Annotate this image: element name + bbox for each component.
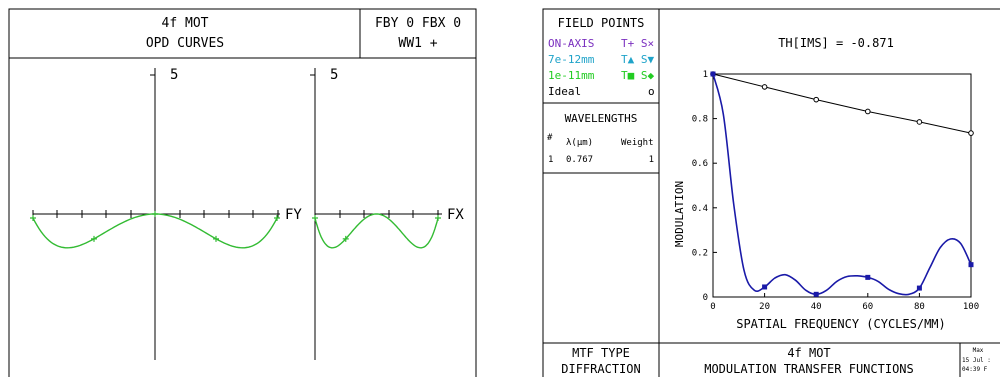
on-axis-line: [712, 73, 972, 296]
ideal-point: [916, 119, 923, 125]
opd-marker-plus: [91, 235, 97, 242]
y-tick-label: 0: [703, 293, 708, 303]
opd-fx-markers: [312, 214, 441, 242]
field-point-name: ON-AXIS: [548, 37, 594, 50]
mtf-frame: [542, 8, 1000, 377]
field-point-row-7e-12mm: 7e-12mm T▲ S▼: [548, 53, 654, 66]
ideal-point: [865, 108, 871, 115]
mtf-type-line1: MTF TYPE: [572, 346, 630, 360]
opd-marker-plus: [30, 214, 36, 221]
mtf-footer-title-line1: 4f MOT: [787, 346, 830, 360]
opd-marker-plus: [342, 235, 349, 242]
mtf-type-line2: DIFFRACTION: [561, 362, 640, 376]
chart-title: TH[IMS] = -0.871: [778, 36, 894, 50]
opd-fy-axis-label: FY: [285, 207, 302, 223]
wavelengths-title: WAVELENGTHS: [565, 112, 638, 125]
opd-fx-axis-label: FX: [447, 207, 464, 223]
corner-line2: 15 Jul :: [962, 357, 991, 364]
opd-fx-curve: [314, 213, 439, 249]
ideal-line: [712, 73, 972, 134]
opd-fy-scale-label: 5: [170, 67, 178, 83]
mtf-series-group: [710, 71, 974, 297]
opd-title-line1: 4f MOT: [162, 16, 209, 31]
field-point-row-1e-11mm: 1e-11mm T■ S◆: [548, 69, 654, 82]
opd-field-line1: FBY 0 FBX 0: [375, 16, 461, 31]
y-tick-label: 0.4: [692, 204, 708, 214]
x-tick-label: 100: [963, 302, 979, 312]
x-tick-label: 20: [759, 302, 770, 312]
field-point-row-on-axis: ON-AXIS T+ S×: [548, 37, 654, 50]
on-axis-point: [968, 262, 974, 268]
y-axis-label: MODULATION: [673, 181, 686, 247]
y-tick-label: 0.2: [692, 248, 708, 258]
field-point-marks: T+ S×: [621, 37, 654, 50]
opd-title-line2: OPD CURVES: [146, 36, 224, 51]
ideal-point: [968, 130, 974, 136]
x-tick-label: 0: [710, 302, 715, 312]
mtf-axis-ticks: 0 20 40 60 80 100 0 0.2 0.4 0.6 0.8 1: [692, 70, 979, 312]
mtf-panel: FIELD POINTS ON-AXIS T+ S× 7e-12mm T▲ S▼…: [542, 8, 1000, 377]
opd-marker-plus: [152, 211, 158, 217]
opd-panel: 4f MOT OPD CURVES FBY 0 FBX 0 WW1 + 5 FY…: [8, 8, 477, 377]
field-points-title: FIELD POINTS: [558, 16, 645, 30]
series-ideal: [710, 71, 974, 136]
x-tick-label: 80: [914, 302, 925, 312]
wl-row-weight: 1: [649, 155, 654, 165]
on-axis-point: [916, 285, 922, 291]
y-tick-label: 0.8: [692, 115, 708, 125]
field-point-name: 1e-11mm: [548, 69, 595, 82]
corner-line3: 04:39 F: [962, 366, 988, 373]
opd-fy-markers: [30, 211, 280, 242]
wl-header-weight: Weight: [621, 138, 654, 148]
opd-frame: [8, 8, 477, 377]
opd-marker-plus: [312, 214, 318, 221]
opd-field-line2: WW1 +: [398, 36, 437, 51]
series-on-axis: [710, 71, 974, 297]
field-point-marks: T▲ S▼: [621, 53, 654, 66]
field-point-marks: T■ S◆: [621, 69, 654, 82]
wl-header-lambda: λ(μm): [566, 138, 593, 148]
corner-line1: Max: [973, 347, 984, 354]
field-point-row-ideal: Ideal o: [548, 85, 655, 98]
on-axis-point: [813, 291, 819, 297]
field-point-name: Ideal: [548, 85, 581, 98]
opd-fy-ticks: [32, 210, 279, 218]
mtf-footer-title-line2: MODULATION TRANSFER FUNCTIONS: [704, 362, 914, 376]
on-axis-point: [762, 284, 768, 290]
opd-fx-scale-label: 5: [330, 67, 338, 83]
opd-marker-plus: [435, 214, 441, 221]
x-axis-label: SPATIAL FREQUENCY (CYCLES/MM): [736, 317, 946, 331]
field-point-name: 7e-12mm: [548, 53, 595, 66]
x-tick-label: 60: [862, 302, 873, 312]
ideal-point: [813, 96, 820, 103]
opd-fx-ticks: [339, 210, 439, 218]
wl-row-num: 1: [548, 155, 553, 165]
plot-area-frame: [712, 73, 972, 298]
wl-row-lambda: 0.767: [566, 155, 593, 165]
opd-marker-plus: [213, 235, 219, 242]
x-tick-label: 40: [811, 302, 822, 312]
on-axis-point: [865, 274, 871, 280]
y-tick-label: 0.6: [692, 159, 708, 169]
on-axis-point: [710, 71, 716, 77]
opd-marker-plus: [274, 214, 280, 221]
y-tick-label: 1: [703, 70, 708, 80]
ideal-point: [761, 84, 768, 90]
field-point-marks: o: [648, 85, 655, 98]
wl-header-num: #: [547, 133, 553, 143]
